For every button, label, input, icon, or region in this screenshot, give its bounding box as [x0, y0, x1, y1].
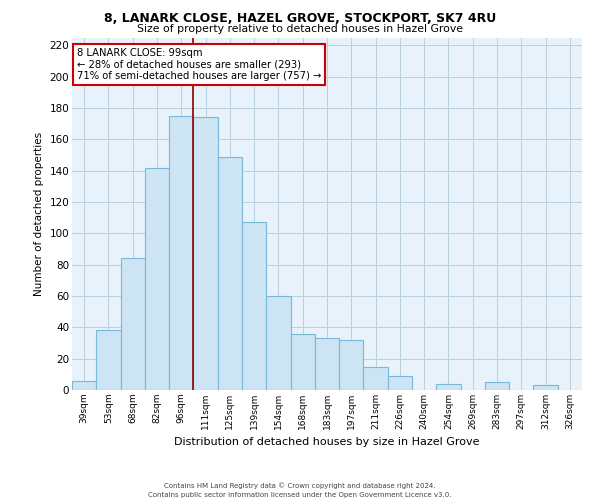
Text: 8 LANARK CLOSE: 99sqm
← 28% of detached houses are smaller (293)
71% of semi-det: 8 LANARK CLOSE: 99sqm ← 28% of detached … — [77, 48, 322, 82]
Bar — [121, 258, 145, 390]
Bar — [266, 296, 290, 390]
Bar — [145, 168, 169, 390]
Text: Contains HM Land Registry data © Crown copyright and database right 2024.: Contains HM Land Registry data © Crown c… — [164, 482, 436, 489]
Bar — [96, 330, 121, 390]
Text: Size of property relative to detached houses in Hazel Grove: Size of property relative to detached ho… — [137, 24, 463, 34]
Bar — [485, 382, 509, 390]
Bar — [218, 156, 242, 390]
Bar — [169, 116, 193, 390]
Text: Contains public sector information licensed under the Open Government Licence v3: Contains public sector information licen… — [148, 492, 452, 498]
Bar — [193, 118, 218, 390]
Bar — [72, 380, 96, 390]
X-axis label: Distribution of detached houses by size in Hazel Grove: Distribution of detached houses by size … — [174, 438, 480, 448]
Bar — [290, 334, 315, 390]
Bar — [364, 366, 388, 390]
Y-axis label: Number of detached properties: Number of detached properties — [34, 132, 44, 296]
Text: 8, LANARK CLOSE, HAZEL GROVE, STOCKPORT, SK7 4RU: 8, LANARK CLOSE, HAZEL GROVE, STOCKPORT,… — [104, 12, 496, 26]
Bar — [339, 340, 364, 390]
Bar — [242, 222, 266, 390]
Bar — [388, 376, 412, 390]
Bar — [533, 386, 558, 390]
Bar — [436, 384, 461, 390]
Bar — [315, 338, 339, 390]
